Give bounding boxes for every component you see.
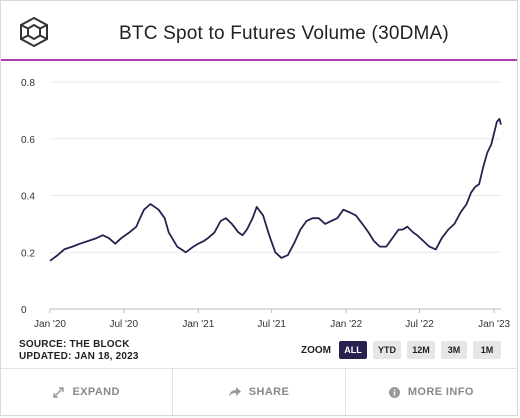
chart-title: BTC Spot to Futures Volume (30DMA) <box>119 23 449 44</box>
zoom-1m-button[interactable]: 1M <box>473 341 501 359</box>
zoom-3m-button[interactable]: 3M <box>441 341 467 359</box>
the-block-logo-icon <box>20 17 48 47</box>
y-tick-label: 0.6 <box>21 135 35 146</box>
info-circle-icon <box>388 386 400 398</box>
expand-arrows-icon <box>53 386 65 398</box>
chart-header: BTC Spot to Futures Volume (30DMA) <box>1 1 517 61</box>
y-tick-label: 0.2 <box>21 248 35 259</box>
y-tick-label: 0.4 <box>21 192 35 203</box>
y-tick-label: 0 <box>21 305 27 316</box>
footer-bar: EXPAND SHARE MORE INFO <box>1 368 517 415</box>
x-tick-label: Jul '21 <box>257 319 286 330</box>
zoom-12m-button[interactable]: 12M <box>407 341 435 359</box>
expand-button[interactable]: EXPAND <box>1 369 174 415</box>
series-line <box>49 118 502 262</box>
share-button[interactable]: SHARE <box>173 369 346 415</box>
source-label: SOURCE: THE BLOCK <box>19 339 130 350</box>
x-tick-label: Jan '21 <box>182 319 214 330</box>
x-tick-label: Jan '20 <box>34 319 66 330</box>
zoom-ytd-button[interactable]: YTD <box>373 341 401 359</box>
x-tick-label: Jan '22 <box>330 319 362 330</box>
y-tick-label: 0.8 <box>21 78 35 89</box>
more-info-label: MORE INFO <box>407 386 474 398</box>
zoom-label: ZOOM <box>301 345 331 356</box>
share-arrow-icon <box>228 387 241 397</box>
share-label: SHARE <box>248 386 290 398</box>
x-tick-label: Jan '23 <box>478 319 510 330</box>
expand-label: EXPAND <box>72 386 120 398</box>
x-tick-label: Jul '22 <box>405 319 434 330</box>
line-chart: 0 0.2 0.4 0.6 0.8 Jan '20 Jul '20 Jan '21 Jul '2… <box>21 78 511 330</box>
updated-label: UPDATED: JAN 18, 2023 <box>19 351 139 362</box>
x-tick-label: Jul '20 <box>109 319 138 330</box>
zoom-all-button[interactable]: ALL <box>339 341 367 359</box>
more-info-button[interactable]: MORE INFO <box>346 369 517 415</box>
